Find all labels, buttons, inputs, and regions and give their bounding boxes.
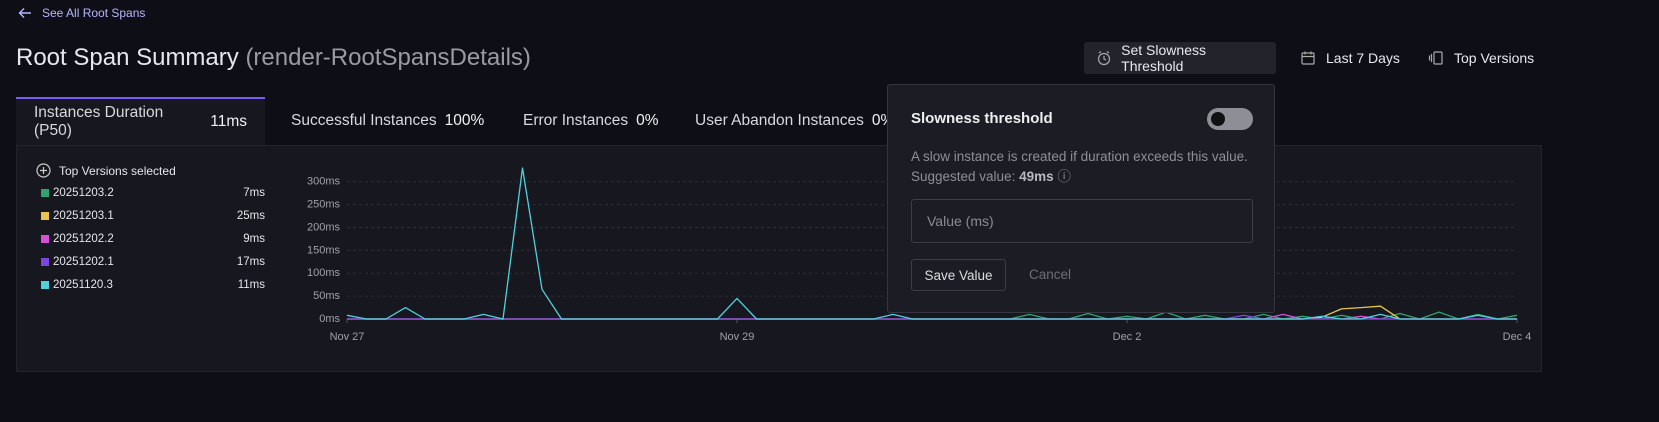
subtitle: (render-RootSpansDetails) xyxy=(245,44,531,71)
x-tick-label: Dec 4 xyxy=(1503,331,1532,343)
legend-header[interactable]: Top Versions selected xyxy=(36,163,176,178)
cancel-button[interactable]: Cancel xyxy=(1029,267,1072,282)
legend-item: 20251202.2 9ms xyxy=(41,231,265,247)
legend-item: 20251203.1 25ms xyxy=(41,208,265,224)
tab[interactable]: Successful Instances 100% xyxy=(273,97,502,145)
tab-label: Instances Duration (P50) xyxy=(34,104,164,139)
legend-name: 20251202.2 xyxy=(53,233,114,245)
x-tick-label: Dec 2 xyxy=(1113,331,1142,343)
back-link[interactable]: See All Root Spans xyxy=(18,6,145,20)
toggle[interactable] xyxy=(1207,108,1253,130)
calendar-icon xyxy=(1301,51,1315,65)
legend-swatch xyxy=(41,235,49,243)
tab-label: Error Instances xyxy=(523,112,629,129)
date-button[interactable]: Last 7 Days xyxy=(1288,42,1412,74)
tab-value: 11ms xyxy=(210,113,247,130)
button-text[interactable]: Set Slowness Threshold xyxy=(1121,42,1206,74)
versions-button[interactable]: Top Versions xyxy=(1416,42,1546,74)
legend-value: 9ms xyxy=(243,233,265,245)
toggle-knob xyxy=(1211,112,1225,126)
placeholder: Value (ms) xyxy=(927,213,994,229)
tab[interactable]: Error Instances 0% xyxy=(505,97,677,145)
save-button[interactable]: Save Value xyxy=(911,259,1006,291)
legend-item: 20251202.1 17ms xyxy=(41,254,265,270)
legend-swatch xyxy=(41,189,49,197)
add-icon xyxy=(36,163,51,178)
tab-label: Successful Instances xyxy=(291,112,437,129)
save-text[interactable]: Save Value xyxy=(924,267,993,283)
threshold-popover: Slowness threshold A slow instance is cr… xyxy=(887,84,1275,313)
series-line xyxy=(347,311,1518,320)
legend-swatch xyxy=(41,281,49,289)
legend-name: 20251203.1 xyxy=(53,210,114,222)
y-tick-label: 0ms xyxy=(319,313,340,325)
suggested-label: Suggested value: xyxy=(911,169,1016,184)
y-tick-label: 200ms xyxy=(307,221,341,233)
y-tick-label: 100ms xyxy=(307,267,341,279)
legend-value: 25ms xyxy=(236,210,265,222)
suggestion: Suggested value: 49ms ⓘ xyxy=(911,169,1071,184)
legend-value: 17ms xyxy=(236,256,265,268)
legend-name: 20251203.2 xyxy=(53,187,114,199)
series-line xyxy=(346,167,1517,320)
button-text[interactable]: Last 7 Days xyxy=(1326,50,1400,66)
button-text[interactable]: Top Versions xyxy=(1454,50,1535,66)
tab-active[interactable]: Instances Duration (P50) 11ms xyxy=(16,97,265,145)
versions-icon xyxy=(1428,51,1443,65)
title: Root Span Summary xyxy=(16,44,239,71)
tab-value: 0% xyxy=(636,112,659,129)
legend-item: 20251203.2 7ms xyxy=(41,185,265,201)
legend-swatch xyxy=(41,258,49,266)
page-title: Root Span Summary (render-RootSpansDetai… xyxy=(16,44,531,72)
x-tick-label: Nov 27 xyxy=(330,331,365,343)
legend-item: 20251120.3 11ms xyxy=(41,277,265,293)
y-tick-label: 50ms xyxy=(313,290,340,302)
y-tick-label: 250ms xyxy=(307,199,341,211)
legend-name: 20251120.3 xyxy=(53,279,113,291)
value-input[interactable]: Value (ms) xyxy=(911,199,1253,243)
description: A slow instance is created if duration e… xyxy=(911,149,1248,164)
back-link-text[interactable]: See All Root Spans xyxy=(42,6,146,20)
y-tick-label: 150ms xyxy=(307,244,341,256)
legend-value: 7ms xyxy=(243,187,265,199)
chart-card xyxy=(16,145,1542,372)
tab-label: User Abandon Instances xyxy=(695,112,864,129)
tab-value: 100% xyxy=(444,112,485,129)
threshold-button[interactable]: Set Slowness Threshold xyxy=(1084,42,1276,74)
popover-title: Slowness threshold xyxy=(911,110,1053,127)
legend-title: Top Versions selected xyxy=(59,163,176,178)
y-tick-label: 300ms xyxy=(307,176,341,188)
x-tick-label: Nov 29 xyxy=(720,331,755,343)
popover-description: A slow instance is created if duration e… xyxy=(911,147,1248,187)
legend-swatch xyxy=(41,212,49,220)
clock-icon xyxy=(1097,51,1111,66)
back-arrow xyxy=(18,8,31,18)
legend-value: 11ms xyxy=(237,279,265,291)
legend-name: 20251202.1 xyxy=(53,256,114,268)
suggested-value: 49ms xyxy=(1019,169,1054,184)
